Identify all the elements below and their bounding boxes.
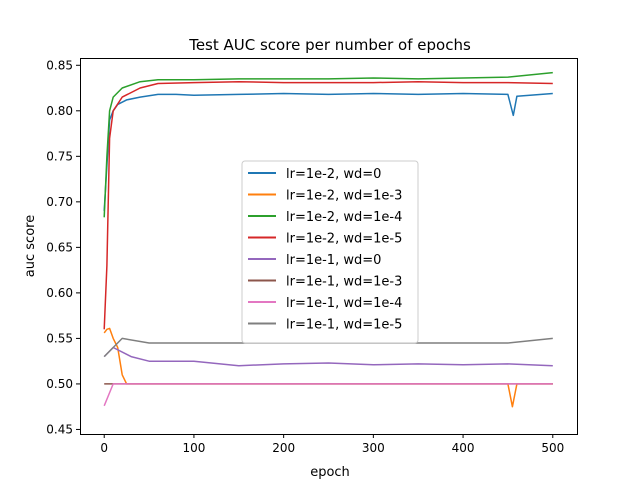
series-line-5 <box>103 346 553 367</box>
x-tick-label: 0 <box>100 441 108 455</box>
y-axis-label: auc score <box>23 215 38 277</box>
legend-label: lr=1e-1, wd=1e-5 <box>286 318 402 333</box>
x-tick-label: 500 <box>541 441 564 455</box>
y-tick-label: 0.55 <box>46 331 73 345</box>
legend-label: lr=1e-1, wd=0 <box>286 253 381 268</box>
y-tick-label: 0.65 <box>46 240 73 254</box>
x-tick-label: 200 <box>272 441 295 455</box>
y-tick-label: 0.85 <box>46 58 73 72</box>
legend-label: lr=1e-2, wd=0 <box>286 167 381 182</box>
legend: lr=1e-2, wd=0 lr=1e-2, wd=1e-3 lr=1e-2, wd… <box>241 160 419 344</box>
legend-label: lr=1e-2, wd=1e-4 <box>286 210 402 225</box>
series-line-7 <box>103 383 553 407</box>
y-tick-label: 0.45 <box>46 422 73 436</box>
x-tick-label: 400 <box>452 441 475 455</box>
x-tick-label: 300 <box>362 441 385 455</box>
plot-frame <box>80 58 578 435</box>
y-tick-label: 0.60 <box>46 286 73 300</box>
y-tick-label: 0.75 <box>46 149 73 163</box>
y-tick-label: 0.80 <box>46 104 73 118</box>
x-tick-label: 100 <box>182 441 205 455</box>
y-axis: 0.45 0.50 0.55 0.60 0.65 0.70 0.75 0.80 0.85 <box>46 58 80 436</box>
y-tick-label: 0.70 <box>46 195 73 209</box>
legend-label: lr=1e-2, wd=1e-5 <box>286 232 402 247</box>
legend-label: lr=1e-1, wd=1e-4 <box>286 296 402 311</box>
legend-label: lr=1e-2, wd=1e-3 <box>286 189 402 204</box>
series-line-4 <box>103 80 553 330</box>
plot-series <box>103 71 553 408</box>
series-line-3 <box>103 71 553 218</box>
legend-box <box>241 160 419 344</box>
x-axis-label: epoch <box>310 465 350 480</box>
y-tick-label: 0.50 <box>46 377 73 391</box>
legend-label: lr=1e-1, wd=1e-3 <box>286 275 402 290</box>
x-axis: 0 100 200 300 400 500 <box>100 434 564 455</box>
chart-title: Test AUC score per number of epochs <box>188 36 471 54</box>
